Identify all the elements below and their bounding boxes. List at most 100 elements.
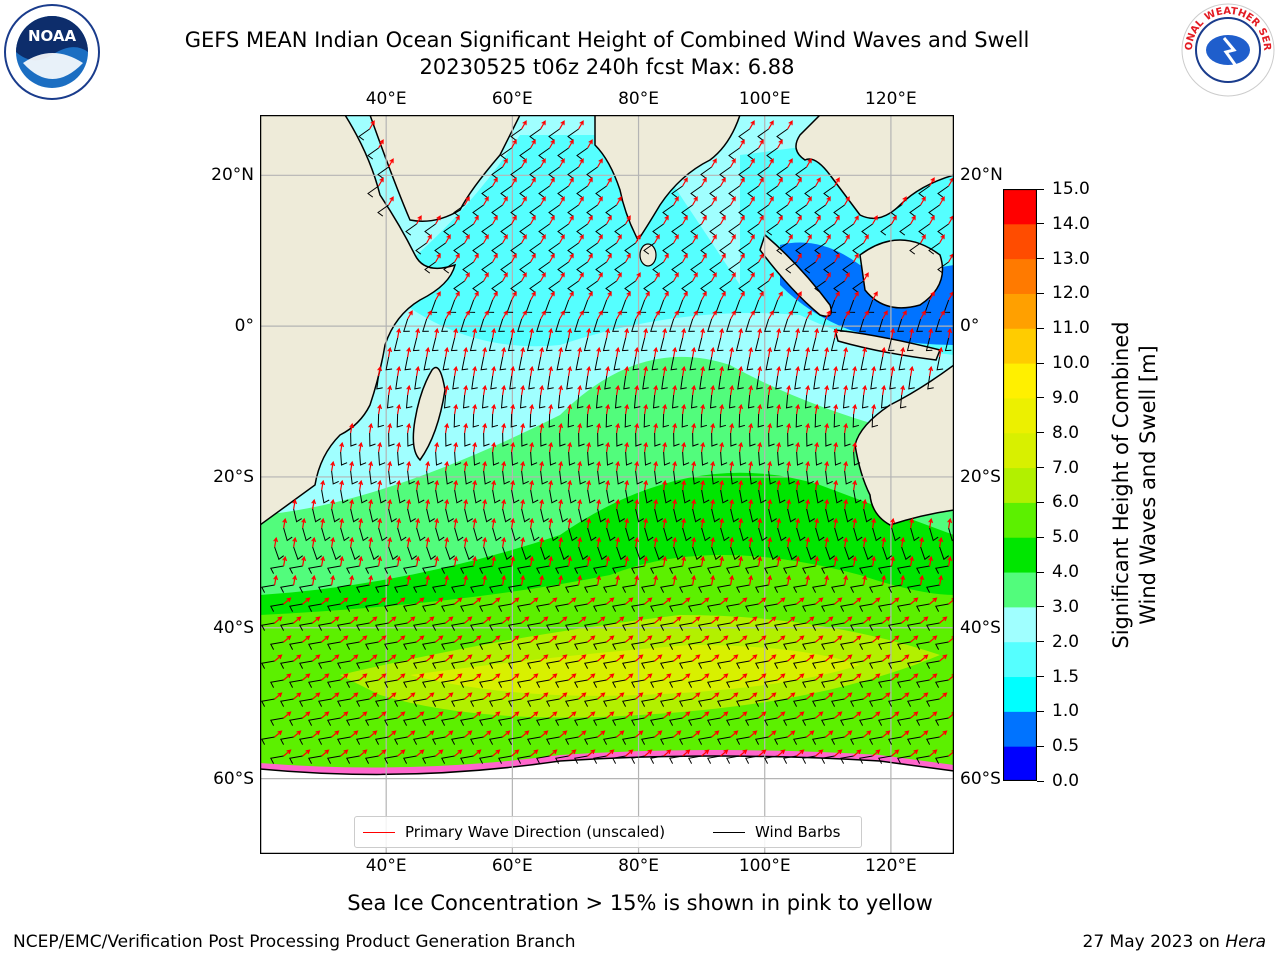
wind-barb bbox=[776, 204, 788, 217]
wind-barb bbox=[823, 394, 831, 409]
wind-barb bbox=[555, 679, 569, 688]
wind-barb bbox=[538, 223, 550, 236]
wave-direction-arrow bbox=[549, 749, 558, 757]
wave-direction-arrow bbox=[586, 441, 592, 453]
wind-barb bbox=[308, 755, 322, 764]
wind-barb bbox=[720, 489, 729, 504]
wave-direction-arrow bbox=[558, 384, 564, 396]
wind-barb bbox=[321, 489, 330, 504]
wind-barb bbox=[730, 432, 737, 447]
wave-direction-arrow bbox=[406, 574, 412, 586]
wave-direction-arrow bbox=[434, 441, 440, 453]
wave-direction-arrow bbox=[625, 635, 634, 643]
wind-barb bbox=[451, 660, 465, 669]
wave-direction-arrow bbox=[776, 441, 782, 453]
wind-barb bbox=[424, 261, 436, 274]
wave-direction-arrow bbox=[938, 574, 944, 586]
wave-direction-arrow bbox=[615, 536, 621, 548]
wind-barb bbox=[567, 242, 579, 255]
wave-direction-arrow bbox=[682, 673, 691, 681]
wave-direction-arrow bbox=[577, 384, 583, 396]
wave-direction-arrow bbox=[492, 597, 501, 605]
wind-barb bbox=[831, 660, 845, 669]
wave-direction-arrow bbox=[787, 730, 796, 738]
colorbar-segment bbox=[1003, 746, 1037, 781]
wind-barb bbox=[717, 584, 731, 593]
wave-direction-arrow bbox=[673, 310, 679, 320]
wave-direction-arrow bbox=[321, 749, 330, 757]
wind-barb bbox=[280, 584, 294, 593]
wave-direction-arrow bbox=[672, 574, 678, 586]
wave-direction-arrow bbox=[882, 310, 888, 320]
map-frame bbox=[260, 115, 954, 854]
wind-barb bbox=[652, 394, 660, 409]
wind-barb bbox=[502, 546, 512, 561]
wind-barb bbox=[289, 565, 303, 574]
wave-direction-arrow bbox=[567, 327, 573, 339]
wave-direction-arrow bbox=[511, 215, 517, 225]
wind-barb bbox=[813, 375, 820, 390]
wind-barb bbox=[481, 223, 493, 236]
wind-barb bbox=[726, 318, 733, 332]
wind-barb bbox=[812, 736, 826, 745]
wind-barb bbox=[302, 527, 312, 542]
wind-barb bbox=[745, 717, 759, 726]
wave-direction-arrow bbox=[540, 730, 549, 738]
wave-direction-arrow bbox=[510, 441, 516, 453]
wave-direction-arrow bbox=[824, 422, 830, 434]
wave-direction-arrow bbox=[559, 196, 565, 206]
wind-barb bbox=[897, 641, 911, 650]
wind-barb bbox=[689, 356, 697, 371]
wind-barb bbox=[738, 242, 750, 255]
wind-barb bbox=[584, 584, 598, 593]
lat-tick-left: 60°S bbox=[213, 768, 254, 789]
wind-barb bbox=[394, 622, 408, 631]
wave-direction-arrow bbox=[434, 517, 440, 529]
wave-direction-arrow bbox=[738, 517, 744, 529]
wave-direction-arrow bbox=[416, 215, 422, 225]
wind-barb bbox=[679, 736, 693, 745]
wind-barb bbox=[747, 261, 759, 274]
wind-barb bbox=[650, 565, 664, 574]
wind-barb bbox=[897, 603, 911, 612]
wind-barb bbox=[726, 603, 740, 612]
wave-direction-arrow bbox=[681, 517, 687, 529]
wind-barb bbox=[650, 318, 657, 332]
colorbar-frame bbox=[1003, 189, 1037, 781]
wind-barb bbox=[802, 318, 809, 332]
wind-barb bbox=[388, 432, 395, 447]
wave-direction-arrow bbox=[928, 365, 934, 377]
wave-direction-arrow bbox=[701, 597, 710, 605]
wave-direction-arrow bbox=[415, 517, 421, 529]
colorbar-segment bbox=[1003, 467, 1037, 503]
wave-direction-arrow bbox=[453, 555, 459, 567]
wave-direction-arrow bbox=[587, 215, 593, 225]
wave-direction-arrow bbox=[502, 654, 511, 662]
wave-direction-arrow bbox=[520, 460, 526, 472]
wind-barb bbox=[377, 204, 389, 217]
wave-direction-arrow bbox=[435, 291, 441, 301]
wind-barb bbox=[435, 451, 443, 466]
wave-direction-arrow bbox=[407, 310, 413, 320]
wave-direction-arrow bbox=[776, 517, 782, 529]
wind-barb bbox=[356, 584, 370, 593]
wave-direction-arrow bbox=[862, 498, 868, 510]
wave-direction-arrow bbox=[331, 730, 340, 738]
wind-barb bbox=[671, 223, 683, 236]
wave-direction-arrow bbox=[795, 441, 801, 453]
wind-barb bbox=[350, 432, 357, 447]
wind-barb bbox=[802, 755, 816, 764]
wind-barb bbox=[831, 622, 845, 631]
wave-direction-arrow bbox=[472, 365, 478, 377]
wave-direction-arrow bbox=[805, 536, 811, 548]
wind-barb bbox=[280, 698, 294, 707]
wind-barb bbox=[815, 527, 825, 542]
wave-direction-arrow bbox=[844, 654, 853, 662]
wind-barb bbox=[774, 584, 788, 593]
wind-barb bbox=[527, 622, 541, 631]
wind-barb bbox=[662, 204, 674, 217]
wave-direction-arrow bbox=[805, 384, 811, 396]
wind-barb bbox=[568, 451, 576, 466]
wind-barb bbox=[937, 223, 949, 236]
wave-direction-arrow bbox=[711, 196, 717, 206]
